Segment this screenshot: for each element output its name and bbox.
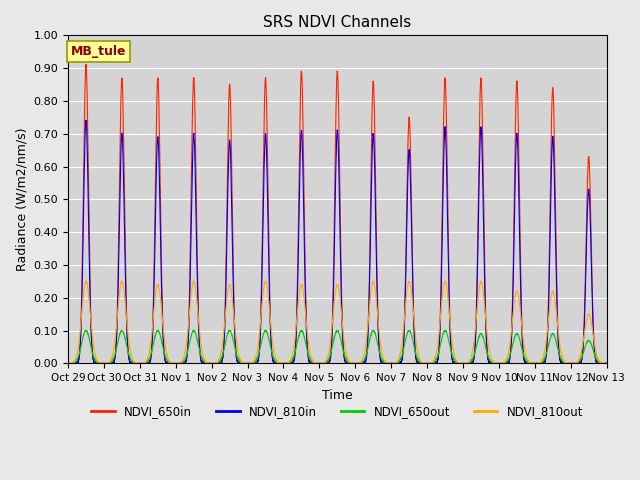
Title: SRS NDVI Channels: SRS NDVI Channels [263,15,412,30]
NDVI_810out [601,360,609,366]
NDVI_650out [190,327,198,333]
NDVI_650out [412,350,419,356]
NDVI_810out [174,360,182,366]
NDVI_810out [64,360,72,366]
NDVI_810out [603,360,611,366]
NDVI_810out [266,310,273,315]
NDVI_810out [412,334,419,340]
NDVI_810in [266,306,274,312]
NDVI_650in [180,360,188,366]
NDVI_810in [174,360,182,366]
NDVI_650in [64,360,72,366]
NDVI_650out [173,360,181,366]
NDVI_650in [266,293,274,299]
NDVI_650in [603,360,611,366]
NDVI_650in [83,62,90,68]
Line: NDVI_650in: NDVI_650in [68,65,607,363]
Line: NDVI_810out: NDVI_810out [68,281,607,363]
NDVI_810out [369,278,377,284]
Line: NDVI_810in: NDVI_810in [68,120,607,363]
NDVI_650out [601,360,609,366]
NDVI_810in [64,360,72,366]
NDVI_650out [64,360,72,366]
NDVI_810out [65,360,72,366]
NDVI_810in [601,360,609,366]
NDVI_650out [603,360,611,366]
Text: MB_tule: MB_tule [71,45,126,58]
X-axis label: Time: Time [322,389,353,402]
NDVI_650out [266,340,273,346]
NDVI_810out [488,358,496,364]
NDVI_810in [180,360,188,366]
NDVI_650in [601,360,609,366]
Line: NDVI_650out: NDVI_650out [68,330,607,363]
NDVI_810in [412,353,419,359]
NDVI_810in [65,360,72,366]
Y-axis label: Radiance (W/m2/nm/s): Radiance (W/m2/nm/s) [15,128,28,271]
Legend: NDVI_650in, NDVI_810in, NDVI_650out, NDVI_810out: NDVI_650in, NDVI_810in, NDVI_650out, NDV… [86,401,588,423]
NDVI_650in [488,360,496,366]
NDVI_810in [82,118,90,123]
NDVI_650out [488,360,496,365]
NDVI_650out [179,359,187,364]
NDVI_810in [488,360,496,366]
NDVI_810in [603,360,611,366]
NDVI_650in [412,352,419,358]
NDVI_650in [64,360,72,366]
NDVI_810out [179,356,187,362]
NDVI_650in [174,360,182,366]
